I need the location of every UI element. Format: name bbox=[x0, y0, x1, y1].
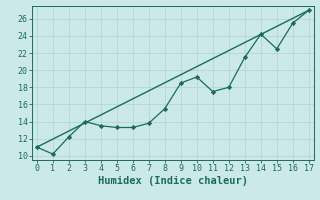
X-axis label: Humidex (Indice chaleur): Humidex (Indice chaleur) bbox=[98, 176, 248, 186]
